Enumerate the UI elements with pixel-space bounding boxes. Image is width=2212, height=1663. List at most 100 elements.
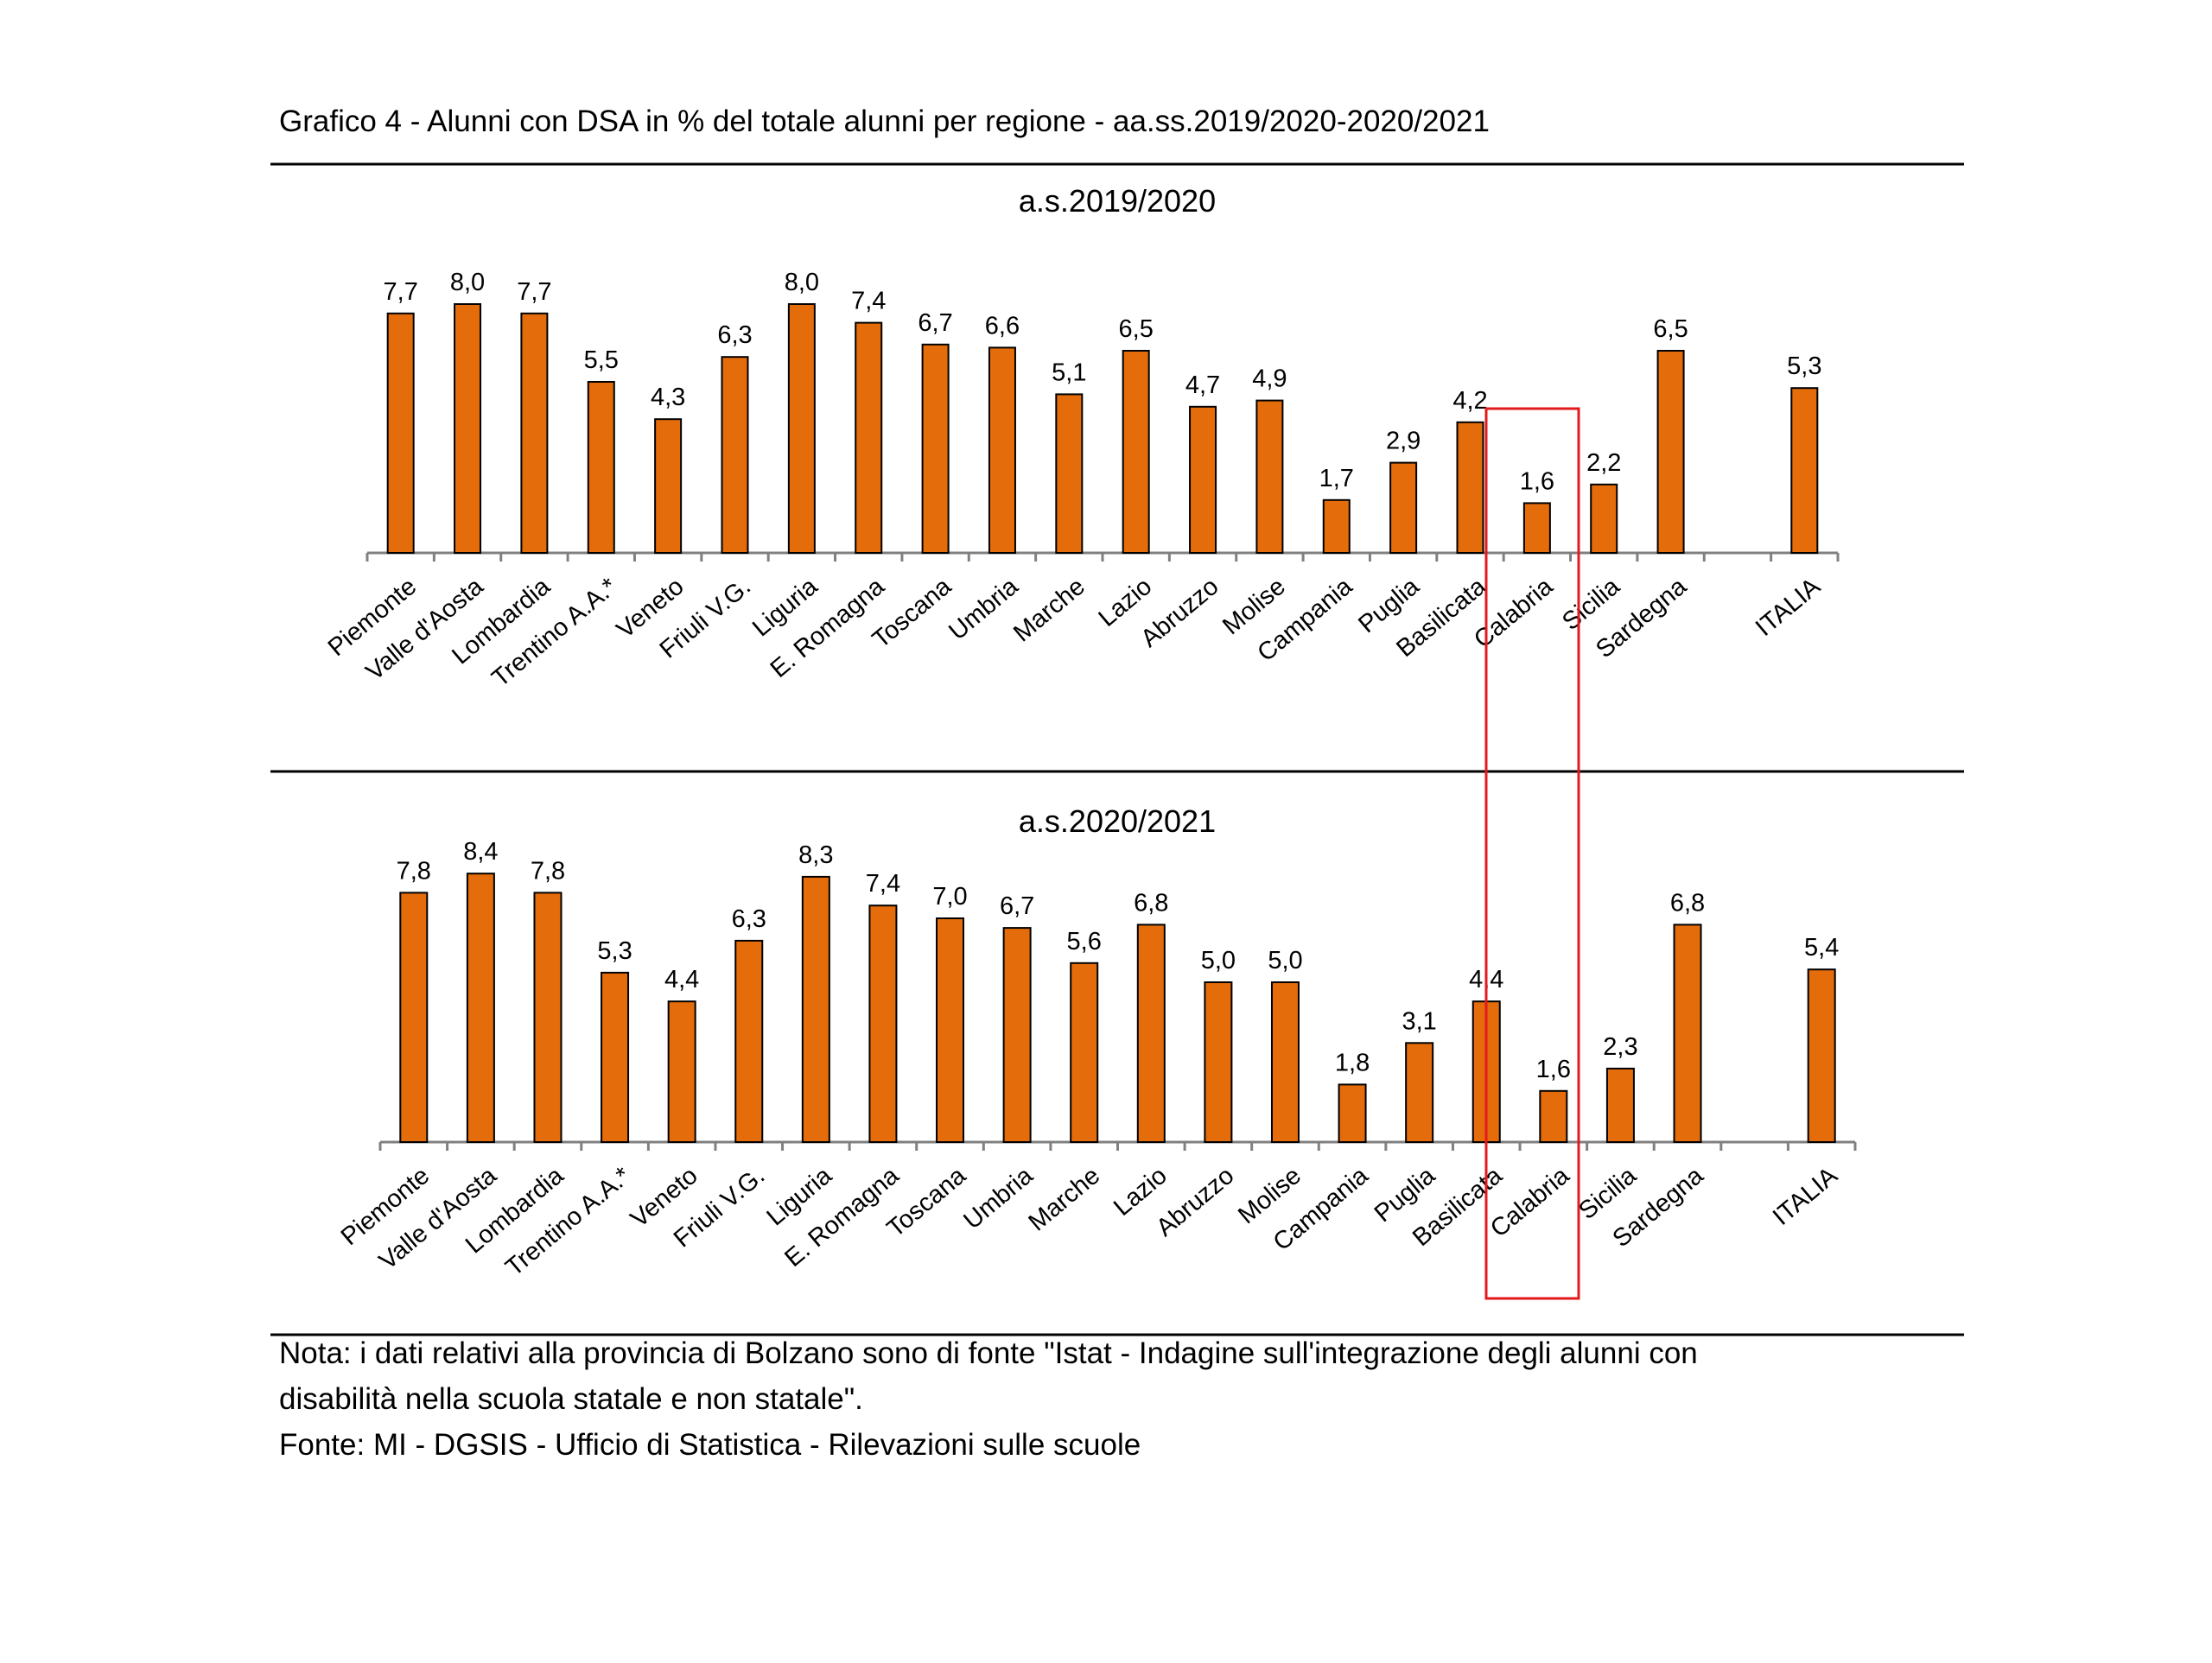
source-line: Fonte: MI - DGSIS - Ufficio di Statistic… xyxy=(279,1428,1141,1462)
bar-lazio xyxy=(1136,924,1166,1144)
bar-abruzzo xyxy=(1204,981,1233,1143)
bar-liguria xyxy=(787,303,816,554)
bar-valle-d-aosta xyxy=(466,873,495,1143)
value-label-molise: 4,9 xyxy=(1252,365,1287,393)
bar-sicilia xyxy=(1590,483,1618,554)
value-label-puglia: 2,9 xyxy=(1386,428,1421,455)
category-label-umbria: Umbria xyxy=(944,572,1024,645)
bar-toscana xyxy=(921,343,950,554)
bar-valle-d-aosta xyxy=(454,303,482,554)
value-label-italia: 5,3 xyxy=(1787,352,1821,380)
value-label-e-romagna: 7,4 xyxy=(866,870,900,898)
value-label-e-romagna: 7,4 xyxy=(851,288,886,315)
bar-sardegna xyxy=(1656,350,1685,554)
bar-marche xyxy=(1055,393,1084,554)
value-label-piemonte: 7,8 xyxy=(397,857,431,885)
value-label-liguria: 8,3 xyxy=(798,841,833,869)
chart-title: a.s.2019/2020 xyxy=(1019,183,1216,219)
value-label-lazio: 6,5 xyxy=(1119,315,1154,343)
value-label-puglia: 3,1 xyxy=(1402,1007,1436,1035)
bar-veneto xyxy=(667,1000,696,1143)
value-label-lazio: 6,8 xyxy=(1134,889,1168,917)
category-label-italia: ITALIA xyxy=(1768,1161,1843,1231)
bar-piemonte xyxy=(386,312,415,554)
calabria-highlight-box xyxy=(1484,407,1580,1300)
bar-trentino-a-a xyxy=(587,381,615,554)
value-label-basilicata: 4,2 xyxy=(1452,387,1487,415)
value-label-lombardia: 7,7 xyxy=(517,278,551,306)
value-label-piemonte: 7,7 xyxy=(384,278,418,306)
bar-molise xyxy=(1255,399,1284,554)
bar-calabria xyxy=(1539,1089,1568,1144)
bar-calabria xyxy=(1522,502,1551,555)
bar-friuli-v-g xyxy=(734,939,764,1144)
category-label-e-romagna: E. Romagna xyxy=(779,1161,905,1273)
bar-sardegna xyxy=(1673,924,1702,1144)
bar-puglia xyxy=(1389,461,1418,554)
bar-abruzzo xyxy=(1189,405,1217,554)
value-label-sardegna: 6,8 xyxy=(1670,889,1705,917)
value-label-sicilia: 2,3 xyxy=(1603,1033,1637,1061)
value-label-lombardia: 7,8 xyxy=(531,857,565,885)
value-label-umbria: 6,6 xyxy=(985,312,1020,340)
value-label-calabria: 1,6 xyxy=(1520,467,1554,495)
bar-liguria xyxy=(801,875,830,1144)
value-label-toscana: 6,7 xyxy=(918,309,952,337)
bar-toscana xyxy=(936,917,965,1143)
bar-lombardia xyxy=(520,312,549,554)
bar-puglia xyxy=(1405,1042,1434,1144)
bar-trentino-a-a xyxy=(601,971,630,1144)
value-label-friuli-v-g: 6,3 xyxy=(732,905,766,933)
value-label-trentino-a-a: 5,5 xyxy=(584,346,619,374)
bar-umbria xyxy=(988,346,1016,554)
bar-e-romagna xyxy=(868,904,898,1143)
bar-lazio xyxy=(1122,350,1150,554)
bar-sicilia xyxy=(1605,1067,1635,1144)
value-label-sardegna: 6,5 xyxy=(1653,315,1688,343)
bar-campania xyxy=(1338,1083,1367,1144)
value-label-toscana: 7,0 xyxy=(932,883,967,911)
value-label-sicilia: 2,2 xyxy=(1586,449,1621,477)
bar-umbria xyxy=(1002,927,1032,1143)
figure-title: Grafico 4 - Alunni con DSA in % del tota… xyxy=(279,105,1490,138)
value-label-valle-d-aosta: 8,0 xyxy=(450,269,485,296)
bar-molise xyxy=(1270,981,1300,1143)
category-label-italia: ITALIA xyxy=(1751,572,1826,642)
bar-italia xyxy=(1790,387,1819,555)
value-label-campania: 1,8 xyxy=(1335,1049,1370,1076)
note-line-2: disabilità nella scuola statale e non st… xyxy=(279,1382,863,1416)
bar-veneto xyxy=(654,418,683,555)
category-label-marche: Marche xyxy=(1024,1162,1106,1237)
bar-piemonte xyxy=(399,892,429,1144)
value-label-abruzzo: 4,7 xyxy=(1185,371,1220,399)
note-line-1: Nota: i dati relativi alla provincia di … xyxy=(279,1336,1698,1370)
value-label-marche: 5,6 xyxy=(1067,928,1102,955)
bar-italia xyxy=(1807,968,1836,1143)
value-label-italia: 5,4 xyxy=(1804,934,1839,962)
value-label-calabria: 1,6 xyxy=(1536,1056,1571,1083)
chart-title: a.s.2020/2021 xyxy=(1019,803,1216,839)
bar-friuli-v-g xyxy=(721,356,749,555)
bar-marche xyxy=(1070,962,1099,1144)
bar-basilicata xyxy=(1456,421,1484,554)
bar-campania xyxy=(1322,498,1351,554)
value-label-liguria: 8,0 xyxy=(785,269,819,296)
category-label-marche: Marche xyxy=(1008,573,1090,648)
value-label-trentino-a-a: 5,3 xyxy=(597,937,632,965)
value-label-umbria: 6,7 xyxy=(1000,892,1034,920)
value-label-abruzzo: 5,0 xyxy=(1201,947,1236,974)
value-label-campania: 1,7 xyxy=(1319,465,1354,492)
value-label-marche: 5,1 xyxy=(1052,359,1086,386)
value-label-molise: 5,0 xyxy=(1268,947,1302,974)
value-label-friuli-v-g: 6,3 xyxy=(717,321,752,349)
value-label-veneto: 4,3 xyxy=(651,384,685,411)
category-label-umbria: Umbria xyxy=(958,1161,1039,1235)
category-label-e-romagna: E. Romagna xyxy=(766,572,891,683)
bar-lombardia xyxy=(533,892,563,1144)
bar-e-romagna xyxy=(855,321,883,554)
value-label-veneto: 4,4 xyxy=(664,966,699,993)
